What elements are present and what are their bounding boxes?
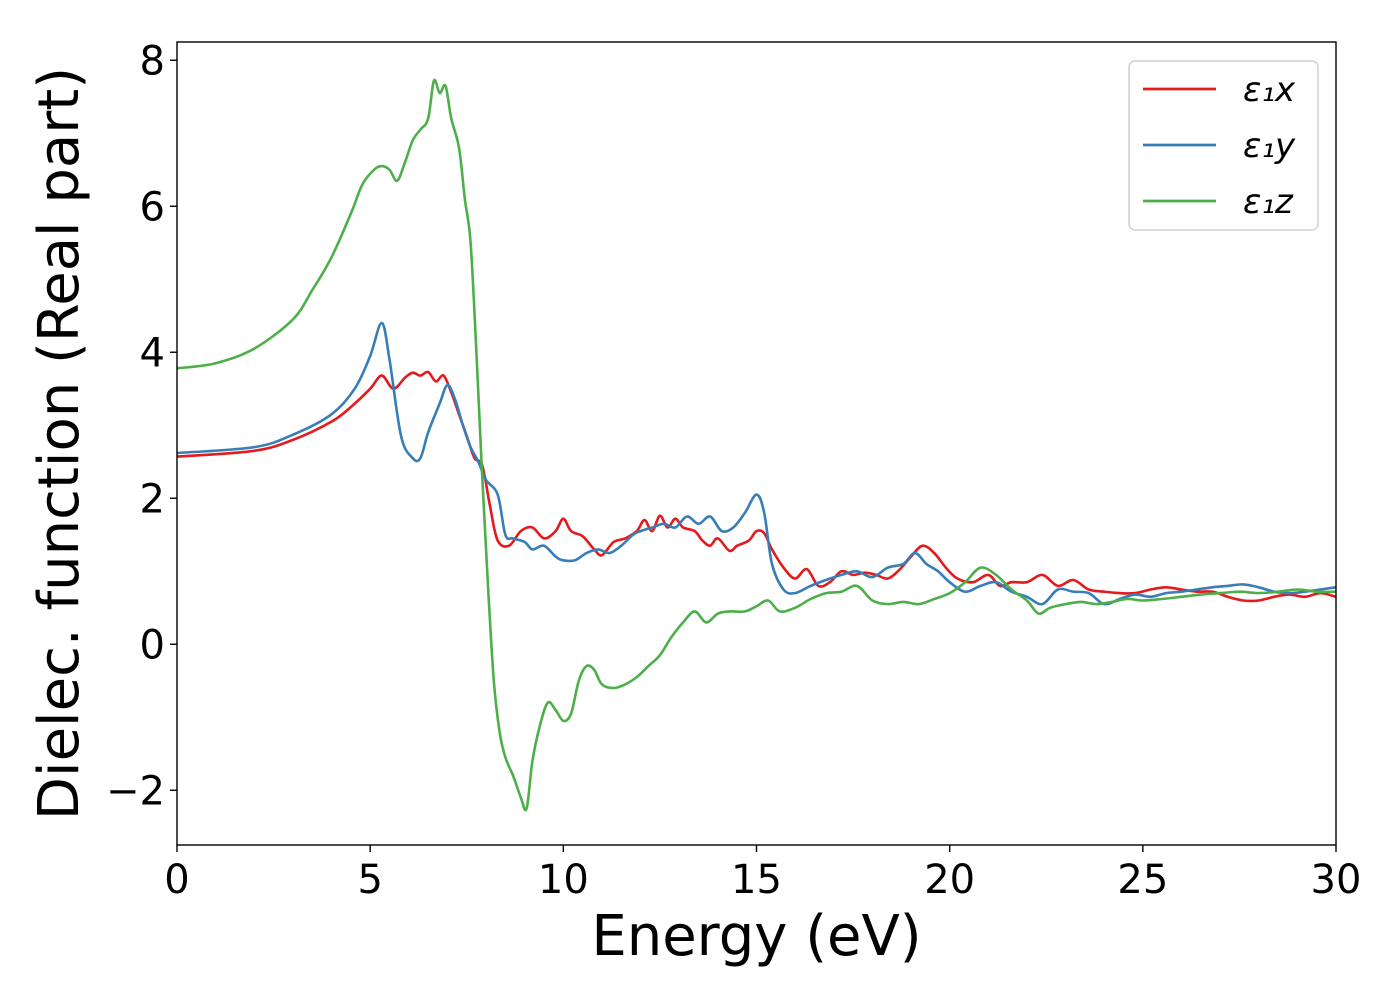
legend-label: ε₁y <box>1243 126 1296 166</box>
legend: ε₁x ε₁y ε₁z <box>1128 60 1319 231</box>
series-line-1 <box>176 321 1337 606</box>
x-tick-label: 20 <box>924 857 975 903</box>
series-line-0 <box>176 370 1337 603</box>
legend-label: ε₁x <box>1243 70 1296 110</box>
x-tick-label: 15 <box>731 857 782 903</box>
y-tick-label: 2 <box>140 476 165 522</box>
legend-box <box>1128 60 1319 231</box>
axis-ticks: 0 5 10 15 20 25 30 −2 0 2 4 6 8 <box>106 38 1361 903</box>
series-lines <box>176 78 1337 812</box>
y-tick-label: −2 <box>106 768 165 814</box>
y-tick-label: 6 <box>140 184 165 230</box>
y-axis-label: Dielec. function (Real part) <box>27 67 92 820</box>
x-tick-label: 25 <box>1117 857 1168 903</box>
x-tick-label: 5 <box>357 857 382 903</box>
x-tick-label: 0 <box>164 857 189 903</box>
legend-label: ε₁z <box>1243 182 1294 222</box>
x-tick-label: 10 <box>538 857 589 903</box>
series-line-2 <box>176 78 1337 812</box>
x-tick-label: 30 <box>1311 857 1362 903</box>
y-tick-label: 4 <box>140 330 165 376</box>
x-axis-label: Energy (eV) <box>591 904 921 969</box>
y-tick-label: 0 <box>140 622 165 668</box>
y-tick-label: 8 <box>140 38 165 84</box>
